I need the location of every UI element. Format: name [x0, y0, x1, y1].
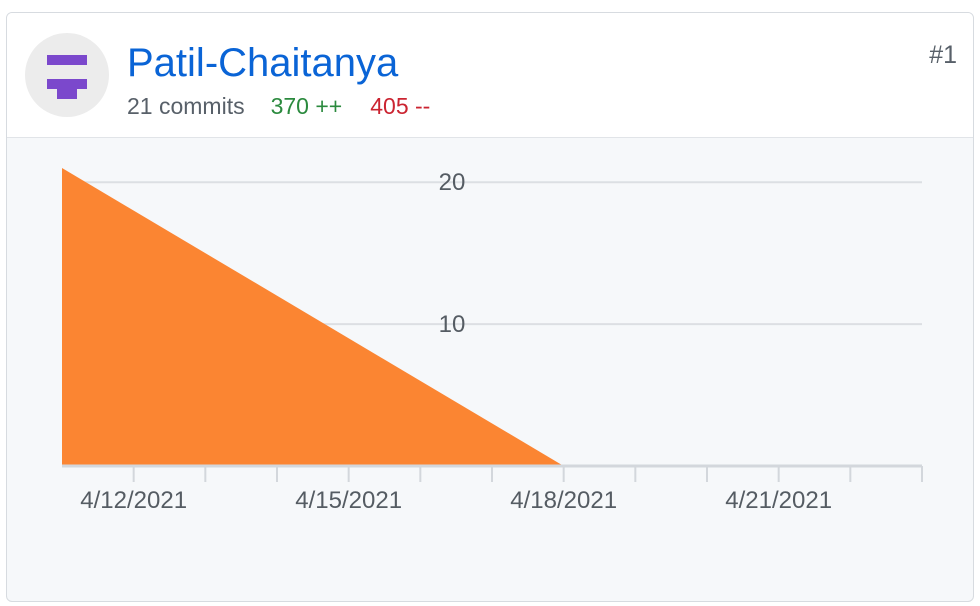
commits-area-series — [62, 168, 564, 466]
avatar[interactable] — [25, 33, 109, 117]
contributor-card: Patil-Chaitanya 21 commits 370 ++ 405 -- #… — [6, 12, 974, 602]
x-tick-label: 4/18/2021 — [510, 487, 617, 514]
card-header: Patil-Chaitanya 21 commits 370 ++ 405 -- #… — [7, 13, 973, 138]
commit-activity-chart: 10 20 4/12/2021 4/15/2021 4/18/2021 4/21/2021 — [7, 138, 973, 601]
commit-count: 21 commits — [127, 93, 245, 119]
identicon-bar-middle — [47, 79, 87, 89]
chart-svg: 10 20 4/12/2021 4/15/2021 4/18/2021 4/21/2021 — [62, 168, 923, 514]
deletions-count: 405 -- — [370, 93, 431, 119]
identicon-bar-top — [47, 55, 87, 65]
identicon-icon — [47, 55, 87, 99]
x-tick-label: 4/12/2021 — [80, 487, 187, 514]
identicon-bar-bottom — [57, 89, 77, 99]
x-tick-label: 4/21/2021 — [725, 487, 832, 514]
contributor-username-link[interactable]: Patil-Chaitanya — [127, 41, 399, 85]
contributor-rank: #1 — [929, 41, 957, 69]
y-tick-label: 10 — [439, 311, 466, 338]
y-tick-label: 20 — [439, 169, 466, 196]
additions-count: 370 ++ — [270, 93, 343, 119]
x-tick-label: 4/15/2021 — [295, 487, 402, 514]
contributor-stats: 21 commits 370 ++ 405 -- — [127, 92, 430, 120]
